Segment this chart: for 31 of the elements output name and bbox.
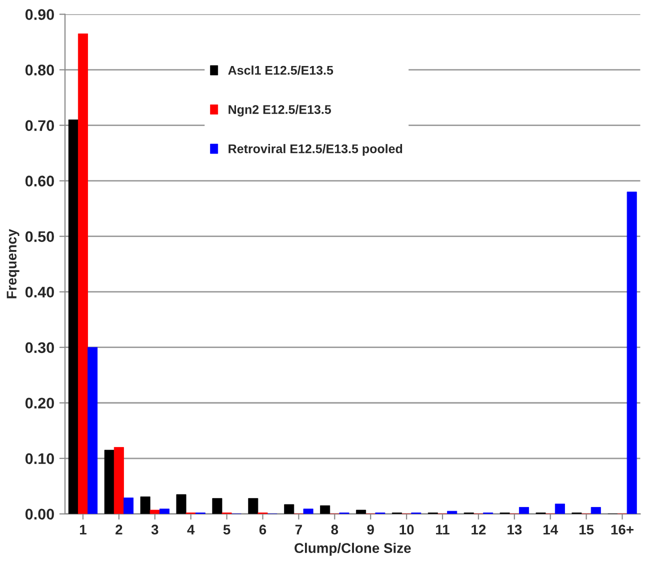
- y-tick-label: 0.00: [25, 508, 54, 520]
- x-tick-label: 16+: [611, 524, 634, 535]
- x-tick-label: 7: [295, 524, 302, 534]
- x-tick-label: 15: [579, 524, 594, 535]
- y-tick-label: 0.20: [25, 398, 54, 409]
- legend-label: Retroviral E12.5/E13.5 pooled: [228, 144, 402, 156]
- y-tick-label: 0.30: [25, 342, 54, 354]
- x-tick-label: 6: [259, 524, 266, 535]
- legend-label: Ngn2 E12.5/E13.5: [228, 104, 332, 116]
- x-tick-label: 2: [116, 524, 122, 534]
- x-tick-label: 5: [223, 524, 230, 535]
- x-tick-label: 10: [400, 524, 414, 535]
- x-tick-label: 14: [544, 524, 558, 534]
- y-tick-label: 0.70: [25, 120, 54, 131]
- y-tick-label: 0.60: [25, 176, 54, 187]
- y-tick-label: 0.50: [25, 231, 54, 242]
- x-tick-label: 3: [151, 524, 158, 535]
- x-tick-label: 11: [436, 524, 450, 534]
- x-tick-label: 13: [508, 524, 522, 535]
- y-tick-label: 0.80: [25, 64, 54, 76]
- y-tick-label: 0.40: [25, 286, 54, 298]
- x-tick-label: 4: [187, 524, 195, 534]
- y-tick-label: 0.10: [25, 453, 54, 464]
- legend-label: Ascl1 E12.5/E13.5: [228, 66, 334, 75]
- x-tick-label: 9: [367, 524, 374, 535]
- x-axis-title: Clump/Clone Size: [294, 542, 411, 556]
- y-axis-title: Frequency: [6, 229, 20, 298]
- y-tick-label: 0.90: [25, 9, 54, 20]
- x-tick-label: 8: [331, 524, 338, 535]
- x-tick-label: 1: [80, 524, 86, 534]
- x-tick-label: 12: [472, 524, 486, 534]
